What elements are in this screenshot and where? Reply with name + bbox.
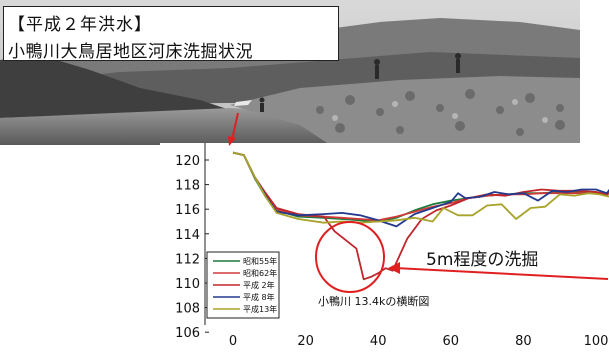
legend-label: 昭和62年 (243, 268, 277, 278)
x-tick-label: 80 (515, 334, 532, 349)
x-tick-label: 20 (297, 334, 314, 349)
x-tick-label: 40 (370, 334, 387, 349)
y-tick-label: 116 (175, 203, 200, 218)
x-axis: 020406080100120 (229, 334, 609, 349)
y-tick-label: 112 (175, 252, 200, 267)
y-tick-label: 110 (175, 277, 200, 292)
y-axis: 106 108 110 112 114 116 118 120 (175, 143, 209, 341)
y-tick-label: 118 (175, 179, 200, 194)
legend-label: 平成 2年 (243, 280, 275, 290)
x-tick-label: 0 (229, 334, 237, 349)
legend-label: 平成13年 (243, 304, 277, 314)
section-caption: 小鴨川 13.4kの横断図 (318, 294, 429, 308)
photo-caption-box: 【平成２年洪水】 小鴨川大鳥居地区河床洗掘状況 (3, 6, 339, 62)
pointer-arrow-head (388, 262, 400, 274)
chart-left-panel (160, 143, 205, 333)
x-tick-label: 60 (443, 334, 460, 349)
y-tick-label: 114 (175, 228, 200, 243)
y-tick-label: 106 (175, 326, 200, 341)
legend-label: 昭和55年 (243, 256, 277, 266)
series-lines (232, 151, 609, 281)
photo-link-arrow-line (231, 112, 239, 141)
scour-highlight-circle (315, 221, 385, 293)
scour-label: 5m程度の洗掘 (426, 250, 538, 270)
y-tick-label: 120 (175, 154, 200, 169)
pointer-arrow-line (394, 267, 609, 280)
x-tick-label: 100 (584, 334, 609, 349)
legend-label: 平成 8年 (243, 292, 275, 302)
photo-link-arrow-head (228, 136, 236, 146)
caption-location: 小鴨川大鳥居地区河床洗掘状況 (8, 42, 253, 62)
series-line-4 (232, 151, 609, 224)
y-tick-label: 108 (175, 302, 200, 317)
caption-flood-year: 【平成２年洪水】 (8, 15, 152, 35)
series-line-3 (232, 151, 609, 228)
